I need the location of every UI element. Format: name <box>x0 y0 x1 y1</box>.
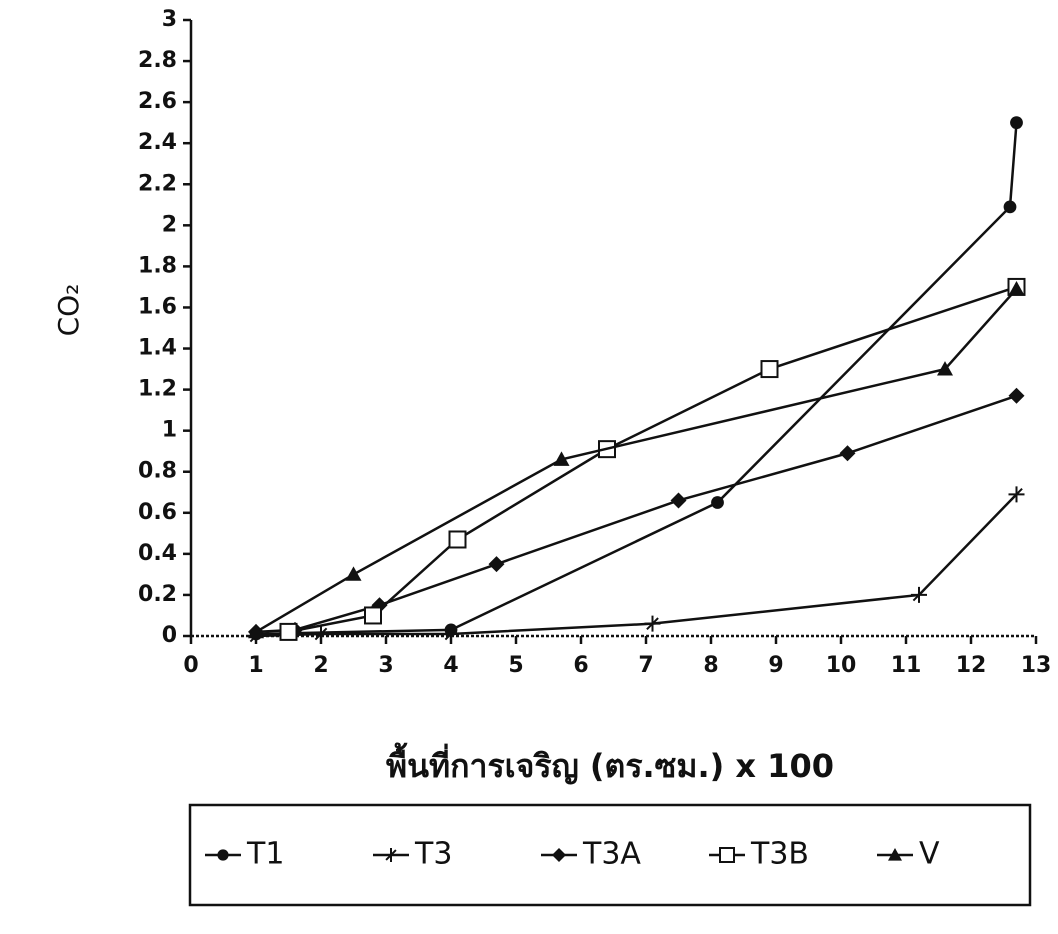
series-line <box>288 285 1017 634</box>
marker <box>670 492 687 509</box>
marker <box>552 848 566 862</box>
y-tick-label: 1.4 <box>138 336 177 361</box>
x-tick-label: 2 <box>313 653 328 678</box>
series-line <box>255 493 1018 638</box>
x-tick-label: 3 <box>378 653 393 678</box>
marker <box>1008 280 1025 296</box>
legend-label: T3 <box>414 837 452 872</box>
x-tick-label: 12 <box>956 653 987 678</box>
marker <box>384 848 398 862</box>
y-tick-label: 1.8 <box>138 253 177 278</box>
marker <box>1003 200 1017 214</box>
x-tick-label: 0 <box>183 653 198 678</box>
marker <box>364 606 382 625</box>
x-tick-label: 7 <box>638 653 653 678</box>
marker <box>911 586 927 603</box>
x-tick-label: 9 <box>768 653 783 678</box>
marker <box>443 625 459 642</box>
x-tick-label: 5 <box>508 653 523 678</box>
marker <box>644 615 661 632</box>
y-tick-label: 3 <box>162 7 177 32</box>
legend-label: T3B <box>750 837 809 872</box>
x-tick-label: 8 <box>703 653 718 678</box>
series-line <box>255 288 1018 633</box>
y-tick-label: 2.8 <box>138 48 177 73</box>
marker <box>760 360 779 379</box>
legend-label: T3A <box>582 837 641 872</box>
y-axis-label: CO₂ <box>52 284 85 337</box>
y-tick-label: 2.4 <box>138 130 177 155</box>
y-tick-label: 0.8 <box>138 459 177 484</box>
marker <box>888 848 902 861</box>
marker <box>1008 387 1025 404</box>
y-tick-label: 0 <box>162 623 177 648</box>
marker <box>937 361 953 376</box>
marker <box>448 530 467 549</box>
x-tick-label: 11 <box>891 653 922 678</box>
y-tick-label: 1 <box>162 418 177 443</box>
y-tick-label: 2.6 <box>138 89 177 114</box>
y-tick-label: 2 <box>162 212 177 237</box>
legend-label: T1 <box>246 837 284 872</box>
marker <box>1008 486 1025 503</box>
legend-label: V <box>919 837 940 872</box>
x-tick-label: 13 <box>1021 653 1052 678</box>
x-tick-label: 1 <box>248 653 263 678</box>
y-tick-label: 0.2 <box>138 582 177 607</box>
y-tick-label: 0.4 <box>138 541 177 566</box>
marker <box>279 622 298 641</box>
marker <box>217 849 229 861</box>
marker <box>248 623 264 639</box>
x-tick-label: 6 <box>573 653 588 678</box>
marker <box>1010 116 1023 130</box>
marker <box>313 625 329 642</box>
x-tick-label: 4 <box>443 653 458 678</box>
y-tick-label: 0.6 <box>138 500 177 525</box>
y-tick-label: 1.2 <box>138 377 177 402</box>
x-tick-label: 10 <box>826 653 857 678</box>
marker <box>488 556 505 573</box>
marker <box>553 451 570 466</box>
y-tick-label: 1.6 <box>138 294 177 319</box>
legend-box <box>188 803 1032 907</box>
marker <box>345 566 362 581</box>
marker <box>719 847 735 863</box>
x-axis-label: พื้นที่การเจริญ (ตร.ซม.) x 100 <box>386 742 834 785</box>
y-tick-label: 2.2 <box>138 171 177 196</box>
marker <box>711 496 724 509</box>
marker <box>839 445 856 462</box>
